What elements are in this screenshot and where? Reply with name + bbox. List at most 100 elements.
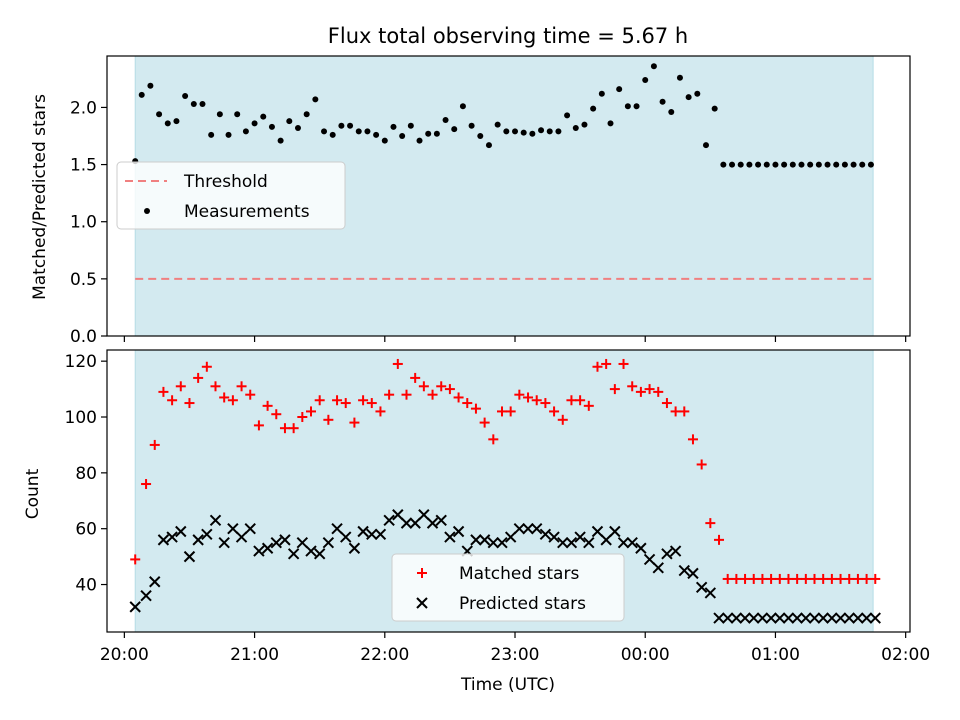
data-point: [772, 161, 779, 168]
data-point: [477, 133, 484, 139]
data-point: [270, 536, 282, 549]
data-point: [157, 534, 170, 546]
data-point: [633, 103, 640, 110]
data-point: [720, 161, 727, 168]
data-point: [748, 612, 760, 624]
data-point: [201, 361, 212, 372]
data-point: [678, 564, 690, 577]
data-point: [182, 93, 189, 99]
data-point: [601, 358, 612, 369]
data-point: [859, 161, 866, 168]
data-point: [166, 531, 178, 543]
bottom-y-axis-label: Count: [23, 468, 43, 519]
bottom-y-tick-label: 60: [75, 520, 97, 540]
data-point: [598, 90, 605, 97]
data-point: [661, 548, 673, 560]
data-point: [679, 406, 690, 417]
data-point: [818, 573, 829, 584]
data-point: [494, 121, 501, 128]
bottom-y-tick-label: 40: [75, 576, 97, 596]
data-point: [653, 386, 664, 397]
data-point: [470, 534, 482, 546]
data-point: [800, 612, 812, 624]
data-point: [826, 573, 837, 584]
data-point: [729, 161, 736, 168]
data-point: [694, 90, 701, 97]
x-tick-label: 22:00: [360, 645, 409, 665]
data-point: [452, 525, 465, 538]
data-point: [418, 509, 430, 521]
data-point: [433, 130, 440, 137]
data-point: [731, 573, 742, 584]
data-point: [704, 587, 717, 599]
data-point: [676, 74, 683, 81]
data-point: [583, 400, 594, 411]
data-point: [783, 573, 794, 584]
data-point: [138, 91, 145, 98]
data-point: [624, 103, 631, 110]
data-point: [451, 126, 458, 133]
data-point: [713, 612, 725, 624]
top-series-measurements: [132, 63, 874, 168]
data-point: [566, 395, 577, 406]
data-point: [757, 573, 768, 584]
data-point: [696, 459, 707, 470]
data-point: [505, 406, 516, 417]
data-point: [208, 131, 215, 138]
data-point: [175, 525, 187, 538]
data-point: [496, 406, 507, 417]
data-point: [512, 128, 519, 135]
data-point: [617, 536, 630, 549]
data-point: [549, 406, 560, 417]
data-point: [399, 133, 406, 139]
data-point: [459, 103, 466, 110]
data-point: [590, 105, 597, 112]
data-point: [496, 536, 508, 549]
data-point: [164, 120, 171, 127]
data-point: [129, 601, 141, 613]
data-point: [383, 514, 395, 527]
data-point: [687, 434, 698, 445]
data-point: [661, 398, 672, 409]
data-point: [583, 536, 595, 549]
data-point: [531, 395, 542, 406]
legend-marker: [416, 597, 428, 609]
legend-label: Measurements: [184, 202, 310, 222]
data-point: [149, 439, 160, 450]
data-point: [375, 406, 386, 417]
data-point: [305, 545, 317, 557]
data-point: [338, 122, 345, 129]
data-point: [288, 423, 299, 434]
data-point: [444, 531, 456, 543]
data-point: [381, 137, 388, 144]
bottom-legend-entry: Matched stars: [417, 564, 579, 584]
data-point: [468, 122, 475, 129]
data-point: [618, 358, 629, 369]
data-point: [860, 612, 873, 624]
data-point: [488, 434, 499, 445]
data-point: [572, 125, 579, 131]
data-point: [364, 128, 371, 135]
data-point: [227, 522, 239, 535]
data-point: [852, 573, 863, 584]
data-point: [407, 122, 414, 129]
data-point: [184, 398, 195, 409]
data-point: [843, 612, 855, 624]
data-point: [669, 545, 682, 557]
data-point: [711, 105, 718, 112]
data-point: [130, 554, 141, 565]
data-point: [253, 420, 264, 431]
data-point: [242, 128, 249, 135]
top-chart-title: Flux total observing time = 5.67 h: [328, 24, 688, 48]
data-point: [746, 161, 753, 168]
data-point: [366, 398, 377, 409]
data-point: [373, 131, 380, 138]
data-point: [722, 573, 733, 584]
data-point: [529, 130, 536, 137]
data-point: [209, 514, 222, 527]
data-point: [410, 372, 421, 383]
data-point: [401, 389, 412, 400]
data-point: [312, 96, 319, 103]
data-point: [702, 142, 709, 149]
top-chart: 0.0 0.5 1.0 1.5 2.0 Threshold Measurements: [70, 55, 911, 347]
